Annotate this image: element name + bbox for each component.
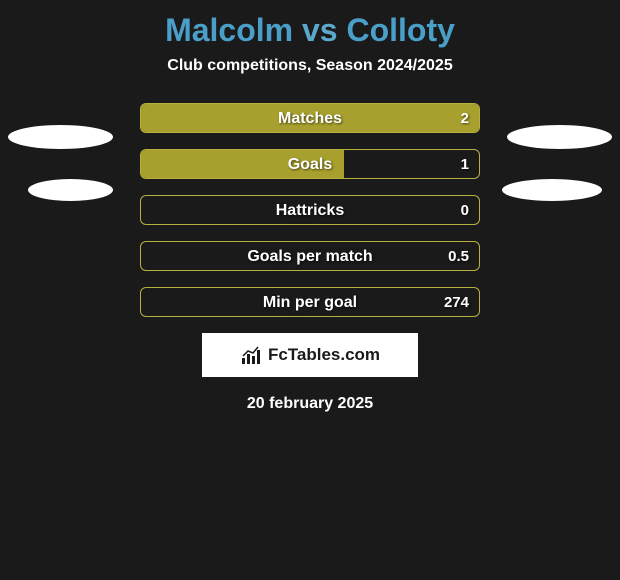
logo-text: FcTables.com (268, 345, 380, 365)
stat-label: Goals (141, 150, 479, 180)
decoration-ellipse (28, 179, 113, 201)
stat-value: 0.5 (448, 242, 469, 272)
logo-box: FcTables.com (202, 333, 418, 377)
stat-value: 2 (461, 104, 469, 134)
stat-label: Hattricks (141, 196, 479, 226)
vs-text: vs (302, 12, 338, 48)
stat-row-goals: Goals 1 (140, 149, 480, 179)
stat-value: 1 (461, 150, 469, 180)
stat-label: Matches (141, 104, 479, 134)
decoration-ellipse (502, 179, 602, 201)
stat-label: Goals per match (141, 242, 479, 272)
subtitle: Club competitions, Season 2024/2025 (0, 57, 620, 75)
stat-row-hattricks: Hattricks 0 (140, 195, 480, 225)
stat-value: 0 (461, 196, 469, 226)
chart-icon (240, 346, 262, 364)
stat-label: Min per goal (141, 288, 479, 318)
decoration-ellipse (507, 125, 612, 149)
stat-row-matches: Matches 2 (140, 103, 480, 133)
stat-value: 274 (444, 288, 469, 318)
date-text: 20 february 2025 (0, 395, 620, 413)
decoration-ellipse (8, 125, 113, 149)
player2-name: Colloty (346, 12, 454, 48)
stats-container: Matches 2 Goals 1 Hattricks 0 Goals per … (140, 103, 480, 317)
page-title: Malcolm vs Colloty (0, 0, 620, 57)
stat-row-goals-per-match: Goals per match 0.5 (140, 241, 480, 271)
stat-row-min-per-goal: Min per goal 274 (140, 287, 480, 317)
player1-name: Malcolm (165, 12, 293, 48)
